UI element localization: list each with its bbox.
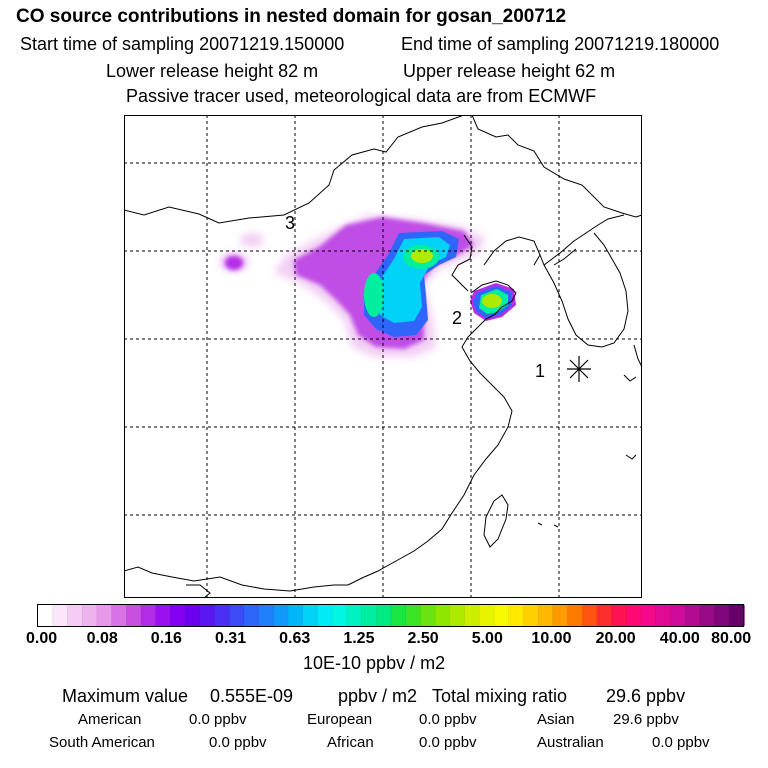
- colorbar-tick-label: 0.16: [150, 630, 182, 647]
- colorbar-cell: [552, 605, 569, 626]
- colorbar-cell: [611, 605, 627, 626]
- colorbar-cell: [641, 605, 657, 626]
- colorbar-cell: [317, 605, 333, 626]
- source-contribution-map: 1 2 3: [124, 115, 643, 599]
- lat-lon-grid: [124, 115, 642, 598]
- colorbar-cell: [140, 605, 157, 626]
- region-name-american: American: [78, 711, 142, 728]
- colorbar-cell: [685, 605, 701, 626]
- colorbar-tick-label: 0.63: [279, 630, 311, 647]
- colorbar-cell: [258, 605, 274, 626]
- source-label-1: 1: [535, 361, 545, 381]
- region-name-european: European: [307, 711, 373, 728]
- colorbar-cell: [155, 605, 171, 626]
- colorbar-cell: [538, 605, 554, 626]
- colorbar-tick-label: 40.00: [659, 630, 700, 647]
- colorbar-cell: [420, 605, 436, 626]
- colorbar-cell: [391, 605, 407, 626]
- colorbar-cell: [273, 605, 289, 626]
- source-label-2: 2: [452, 308, 462, 328]
- colorbar-cell: [435, 605, 451, 626]
- sampling-end-time: End time of sampling 20071219.180000: [401, 34, 720, 54]
- region-value-asian: 29.6 ppbv: [613, 711, 679, 728]
- max-value: 0.555E-09: [210, 686, 294, 706]
- colorbar-cell: [729, 605, 745, 626]
- tracer-note: Passive tracer used, meteorological data…: [126, 86, 597, 106]
- colorbar-cell: [96, 605, 113, 626]
- colorbar-cell: [493, 605, 510, 626]
- colorbar-tick-label: 0.00: [26, 630, 58, 647]
- lower-release-height: Lower release height 82 m: [106, 61, 319, 81]
- max-value-label: Maximum value: [62, 686, 189, 706]
- max-value-unit: ppbv / m2: [338, 686, 418, 706]
- colorbar-cell: [170, 605, 186, 626]
- colorbar-cell: [626, 605, 642, 626]
- colorbar-cell: [405, 605, 422, 626]
- upper-release-height: Upper release height 62 m: [403, 61, 616, 81]
- total-mixing-ratio-label: Total mixing ratio: [432, 686, 568, 706]
- plot-title: CO source contributions in nested domain…: [16, 6, 567, 27]
- colorbar-cell: [126, 605, 142, 626]
- region-value-australian: 0.0 ppbv: [652, 734, 710, 751]
- colorbar-cell: [449, 605, 466, 626]
- colorbar-cell: [714, 605, 730, 626]
- region-value-south-american: 0.0 ppbv: [209, 734, 267, 751]
- source-label-3: 3: [285, 213, 295, 233]
- colorbar-cell: [655, 605, 672, 626]
- colorbar-cell: [111, 605, 127, 626]
- colorbar-tick-label: 80.00: [711, 630, 752, 647]
- colorbar-tick-label: 10.00: [531, 630, 572, 647]
- colorbar-cell: [52, 605, 69, 626]
- colorbar-cell: [464, 605, 480, 626]
- region-name-australian: Australian: [537, 734, 604, 751]
- colorbar-tick-label: 0.08: [86, 630, 118, 647]
- colorbar-cell: [199, 605, 216, 626]
- colorbar-cell: [38, 605, 54, 626]
- colorbar-cell: [596, 605, 613, 626]
- map-frame: [124, 115, 642, 598]
- colorbar-cell: [523, 605, 539, 626]
- region-value-american: 0.0 ppbv: [189, 711, 247, 728]
- colorbar-cell: [361, 605, 377, 626]
- colorbar-tick-label: 20.00: [595, 630, 636, 647]
- colorbar-cell: [82, 605, 98, 626]
- colorbar-cell: [346, 605, 363, 626]
- colorbar-cell: [214, 605, 230, 626]
- colorbar-cell: [699, 605, 716, 626]
- colorbar-cell: [185, 605, 201, 626]
- colorbar-unit: 10E-10 ppbv / m2: [303, 653, 446, 673]
- colorbar-cell: [332, 605, 348, 626]
- coastlines: [124, 115, 643, 599]
- colorbar-cell: [243, 605, 260, 626]
- colorbar-cell: [567, 605, 583, 626]
- colorbar-cell: [479, 605, 495, 626]
- region-value-european: 0.0 ppbv: [419, 711, 477, 728]
- colorbar-cell: [508, 605, 524, 626]
- colorbar-cell: [229, 605, 245, 626]
- colorbar-cell: [67, 605, 83, 626]
- region-name-south-american: South American: [49, 734, 155, 751]
- colorbar-cell: [376, 605, 392, 626]
- colorbar-cell: [302, 605, 319, 626]
- colorbar-cell: [582, 605, 598, 626]
- colorbar-tick-label: 2.50: [407, 630, 439, 647]
- colorbar-tick-label: 1.25: [343, 630, 375, 647]
- region-name-asian: Asian: [537, 711, 575, 728]
- colorbar-cell: [288, 605, 304, 626]
- region-value-african: 0.0 ppbv: [419, 734, 477, 751]
- sampling-start-time: Start time of sampling 20071219.150000: [20, 34, 345, 54]
- total-mixing-ratio-value: 29.6 ppbv: [606, 686, 686, 706]
- colorbar: [37, 604, 745, 627]
- colorbar-tick-label: 5.00: [471, 630, 503, 647]
- colorbar-cell: [670, 605, 686, 626]
- receptor-marker: [567, 356, 591, 382]
- colorbar-tick-label: 0.31: [214, 630, 247, 647]
- region-name-african: African: [327, 734, 374, 751]
